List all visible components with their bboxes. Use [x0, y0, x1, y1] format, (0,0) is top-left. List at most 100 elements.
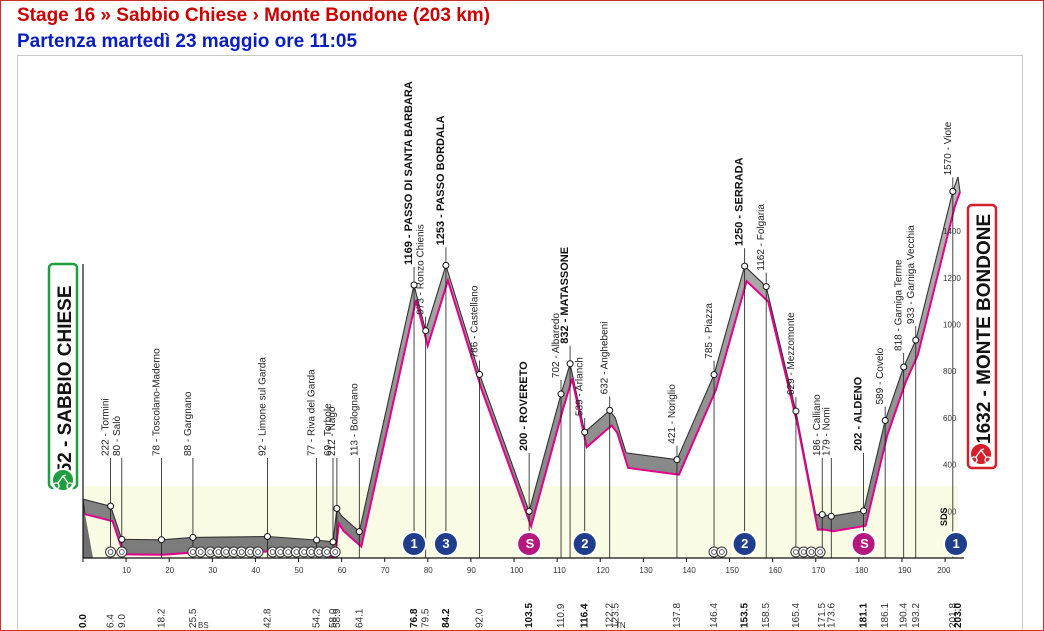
location-label: 1570 - Viote — [943, 121, 954, 175]
km-label: 165.4 — [791, 603, 802, 628]
y-tick-label: 200 — [943, 507, 957, 516]
location-dot — [410, 281, 418, 289]
sds-logo: SDS — [939, 507, 949, 526]
location-dot — [476, 370, 484, 378]
location-dot — [329, 538, 337, 546]
km-label: 58.9 — [332, 608, 343, 628]
y-tick-label: 600 — [943, 414, 957, 423]
km-label: 64.1 — [354, 608, 365, 628]
x-tick-label: 60 — [338, 566, 347, 575]
location-label: 818 - Garniga Terme — [894, 259, 905, 351]
location-label: 973 - Ronzo Chienis — [416, 224, 427, 315]
x-tick-label: 50 — [295, 566, 304, 575]
km-label: 193.2 — [911, 603, 922, 628]
location-label: 421 - Noriglio — [667, 384, 678, 444]
badge-label: 1 — [411, 536, 418, 551]
km-label: 201.8 — [948, 603, 959, 628]
location-label: 1253 - PASSO BORDALA — [435, 115, 447, 245]
altimetry-chart: 200 400 600 800 1000 1200 1400 1 3 S 2 2 S 1 10 20 30 4… — [47, 81, 998, 630]
region-code-bs: BS — [198, 621, 209, 630]
climb-badge — [401, 531, 428, 557]
location-dot — [581, 428, 589, 436]
x-tick-label: 90 — [467, 566, 476, 575]
location-label: 1162 - Folgaria — [756, 204, 767, 271]
tunnel-icon-inner — [238, 549, 245, 555]
badge-label: 3 — [442, 536, 449, 551]
km-label: 103.5 — [524, 603, 535, 628]
location-dot — [313, 536, 321, 544]
tunnel-icon-inner — [197, 549, 204, 555]
tunnel-icon — [814, 546, 826, 558]
location-dot — [189, 533, 197, 541]
km-label: 25.5 — [188, 608, 199, 628]
location-dot — [792, 407, 800, 415]
location-label: 179 - Nomi — [821, 407, 832, 456]
sprint-badge — [516, 531, 543, 557]
location-dot — [118, 535, 126, 543]
location-label: 1250 - SERRADA — [734, 157, 746, 246]
km-label: 190.4 — [899, 603, 910, 628]
location-label: 186 - Calliano — [812, 394, 823, 456]
start-name: 252 - SABBIO CHIESE — [55, 286, 76, 485]
x-tick-label: 160 — [769, 566, 783, 575]
tunnel-icon — [716, 546, 728, 558]
location-dot — [355, 528, 363, 536]
km-label: 9.0 — [117, 614, 128, 628]
tunnel-icon — [329, 546, 341, 558]
y-tick-label: 800 — [943, 367, 957, 376]
location-dot — [710, 371, 718, 379]
y-tick-label: 1400 — [943, 227, 961, 236]
badge-label: 2 — [581, 536, 588, 551]
badge-label: 2 — [741, 536, 748, 551]
x-tick-label: 70 — [381, 566, 390, 575]
location-label: 92 - Limone sul Garda — [258, 357, 269, 456]
badge-label: 1 — [953, 536, 960, 551]
y-tick-label: 400 — [943, 461, 957, 470]
location-label: 933 - Garniga Vecchia — [906, 225, 917, 324]
tunnel-icon — [105, 546, 117, 558]
y-tick-label: 1200 — [943, 274, 961, 283]
km-label: 153.5 — [740, 603, 751, 628]
km-label: 79.5 — [421, 608, 432, 628]
x-tick-label: 180 — [855, 566, 869, 575]
start-bike-icon — [51, 468, 75, 492]
badge-label: S — [526, 536, 535, 551]
location-dot — [442, 261, 450, 269]
location-dot — [157, 536, 165, 544]
km-label: 92.0 — [475, 608, 486, 628]
location-dot — [422, 327, 430, 335]
x-tick-label: 10 — [122, 566, 131, 575]
km-label: 186.1 — [880, 603, 891, 628]
location-label: 832 - MATASSONE — [559, 247, 571, 344]
location-label: 785 - Piazza — [704, 303, 715, 359]
climb-badge — [943, 531, 969, 557]
tunnel-icon — [195, 546, 207, 558]
location-dot — [860, 507, 868, 515]
location-dot — [762, 283, 770, 291]
start-wall — [83, 499, 93, 558]
location-dot — [818, 511, 826, 519]
start-marker: 252 - SABBIO CHIESE — [47, 262, 79, 492]
location-dot — [673, 456, 681, 464]
km-label: 116.4 — [580, 603, 591, 628]
stage-title: Stage 16 » Sabbio Chiese › Monte Bondone… — [17, 5, 490, 26]
km-label: 0.0 — [78, 614, 89, 628]
x-tick-label: 100 — [510, 566, 524, 575]
location-dot — [333, 504, 341, 512]
km-label: 137.8 — [672, 603, 683, 628]
location-dot — [900, 363, 908, 371]
tunnel-icon-inner — [718, 549, 725, 555]
km-label: 18.2 — [156, 608, 167, 628]
km-label: 171.5 — [817, 603, 828, 628]
x-tick-label: 30 — [208, 566, 217, 575]
y-tick-label: 1000 — [943, 320, 961, 329]
tunnel-icon-inner — [285, 549, 291, 555]
km-label: 158.5 — [761, 603, 772, 628]
x-tick-label: 190 — [898, 566, 912, 575]
tunnel-icon-inner — [118, 549, 125, 555]
tunnel-icon — [116, 546, 128, 558]
climb-badge — [432, 531, 459, 557]
location-label: 222 - Tormini — [101, 398, 112, 456]
profile-panel: 200 400 600 800 1000 1200 1400 1 3 S 2 2 S 1 10 20 30 4… — [17, 55, 1023, 630]
location-label: 77 - Riva del Garda — [307, 369, 318, 456]
